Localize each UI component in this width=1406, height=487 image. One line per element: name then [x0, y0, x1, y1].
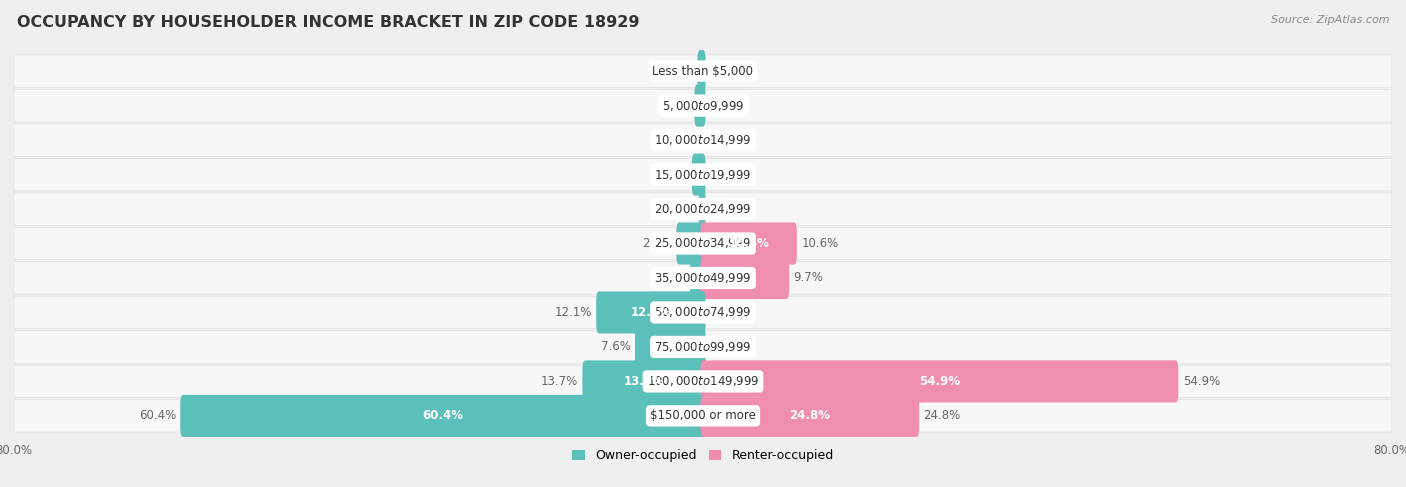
- Text: 0.0%: 0.0%: [666, 133, 696, 147]
- FancyBboxPatch shape: [692, 153, 706, 196]
- FancyBboxPatch shape: [636, 326, 706, 368]
- FancyBboxPatch shape: [14, 90, 1392, 122]
- Text: 54.9%: 54.9%: [920, 375, 960, 388]
- Text: $25,000 to $34,999: $25,000 to $34,999: [654, 237, 752, 250]
- Text: 0.0%: 0.0%: [710, 168, 740, 181]
- FancyBboxPatch shape: [180, 395, 706, 437]
- Text: 13.7%: 13.7%: [541, 375, 578, 388]
- FancyBboxPatch shape: [700, 257, 789, 299]
- FancyBboxPatch shape: [14, 296, 1392, 329]
- FancyBboxPatch shape: [14, 158, 1392, 191]
- FancyBboxPatch shape: [14, 124, 1392, 156]
- Text: 60.4%: 60.4%: [422, 410, 464, 422]
- Text: 0.35%: 0.35%: [657, 65, 693, 77]
- Text: 7.6%: 7.6%: [600, 340, 631, 354]
- FancyBboxPatch shape: [14, 365, 1392, 397]
- Text: 12.1%: 12.1%: [554, 306, 592, 319]
- Text: 0.0%: 0.0%: [710, 203, 740, 216]
- Text: 54.9%: 54.9%: [1182, 375, 1220, 388]
- FancyBboxPatch shape: [676, 223, 706, 264]
- Text: $150,000 or more: $150,000 or more: [650, 410, 756, 422]
- Text: 9.7%: 9.7%: [793, 271, 824, 284]
- FancyBboxPatch shape: [596, 291, 706, 334]
- Text: 10.6%: 10.6%: [801, 237, 838, 250]
- Text: 1.2%: 1.2%: [657, 271, 686, 284]
- Text: Source: ZipAtlas.com: Source: ZipAtlas.com: [1271, 15, 1389, 25]
- FancyBboxPatch shape: [14, 262, 1392, 294]
- Text: $50,000 to $74,999: $50,000 to $74,999: [654, 305, 752, 319]
- Text: $10,000 to $14,999: $10,000 to $14,999: [654, 133, 752, 147]
- Text: 1.0%: 1.0%: [658, 168, 688, 181]
- Text: 0.0%: 0.0%: [710, 133, 740, 147]
- FancyBboxPatch shape: [700, 223, 797, 264]
- Legend: Owner-occupied, Renter-occupied: Owner-occupied, Renter-occupied: [568, 444, 838, 467]
- Text: $15,000 to $19,999: $15,000 to $19,999: [654, 168, 752, 182]
- Text: 60.4%: 60.4%: [139, 410, 176, 422]
- Text: 12.1%: 12.1%: [630, 306, 671, 319]
- FancyBboxPatch shape: [14, 227, 1392, 260]
- Text: 0.0%: 0.0%: [710, 99, 740, 112]
- FancyBboxPatch shape: [690, 257, 706, 299]
- Text: 0.0%: 0.0%: [710, 340, 740, 354]
- Text: 0.0%: 0.0%: [710, 65, 740, 77]
- FancyBboxPatch shape: [582, 360, 706, 402]
- Text: 0.0%: 0.0%: [710, 306, 740, 319]
- FancyBboxPatch shape: [700, 395, 920, 437]
- Text: 0.7%: 0.7%: [661, 99, 690, 112]
- Text: 2.8%: 2.8%: [643, 237, 672, 250]
- FancyBboxPatch shape: [14, 193, 1392, 225]
- Text: $35,000 to $49,999: $35,000 to $49,999: [654, 271, 752, 285]
- FancyBboxPatch shape: [699, 188, 706, 230]
- Text: OCCUPANCY BY HOUSEHOLDER INCOME BRACKET IN ZIP CODE 18929: OCCUPANCY BY HOUSEHOLDER INCOME BRACKET …: [17, 15, 640, 30]
- FancyBboxPatch shape: [700, 360, 1178, 402]
- FancyBboxPatch shape: [14, 55, 1392, 87]
- Text: $20,000 to $24,999: $20,000 to $24,999: [654, 202, 752, 216]
- FancyBboxPatch shape: [697, 50, 706, 92]
- Text: Less than $5,000: Less than $5,000: [652, 65, 754, 77]
- Text: $100,000 to $149,999: $100,000 to $149,999: [647, 375, 759, 389]
- FancyBboxPatch shape: [695, 85, 706, 127]
- Text: $5,000 to $9,999: $5,000 to $9,999: [662, 98, 744, 112]
- Text: 10.6%: 10.6%: [728, 237, 769, 250]
- FancyBboxPatch shape: [14, 331, 1392, 363]
- FancyBboxPatch shape: [14, 400, 1392, 432]
- Text: 0.19%: 0.19%: [657, 203, 695, 216]
- Text: 24.8%: 24.8%: [789, 410, 831, 422]
- Text: $75,000 to $99,999: $75,000 to $99,999: [654, 340, 752, 354]
- Text: 13.7%: 13.7%: [624, 375, 665, 388]
- Text: 24.8%: 24.8%: [924, 410, 960, 422]
